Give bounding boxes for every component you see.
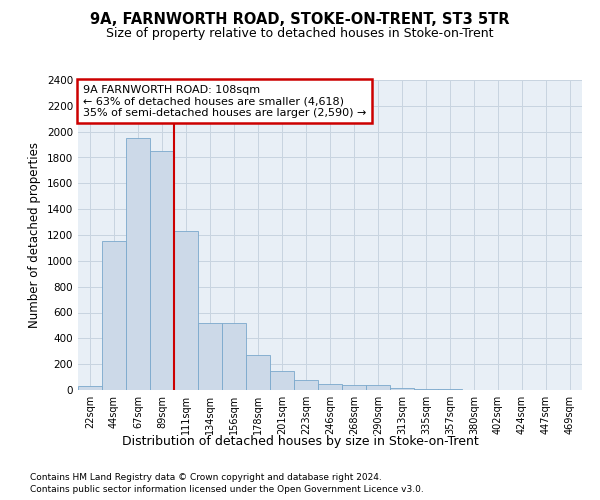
Bar xyxy=(342,385,366,390)
Text: 9A FARNWORTH ROAD: 108sqm
← 63% of detached houses are smaller (4,618)
35% of se: 9A FARNWORTH ROAD: 108sqm ← 63% of detac… xyxy=(83,84,367,118)
Bar xyxy=(414,388,438,390)
Bar xyxy=(246,355,270,390)
Bar xyxy=(222,323,246,390)
Bar xyxy=(270,370,294,390)
Bar xyxy=(174,231,198,390)
Bar xyxy=(78,386,102,390)
Bar xyxy=(102,242,126,390)
Bar xyxy=(366,386,390,390)
Text: Distribution of detached houses by size in Stoke-on-Trent: Distribution of detached houses by size … xyxy=(122,435,478,448)
Bar xyxy=(318,384,342,390)
Bar xyxy=(198,323,222,390)
Text: Contains public sector information licensed under the Open Government Licence v3: Contains public sector information licen… xyxy=(30,485,424,494)
Bar xyxy=(390,388,414,390)
Text: Size of property relative to detached houses in Stoke-on-Trent: Size of property relative to detached ho… xyxy=(106,28,494,40)
Bar xyxy=(126,138,150,390)
Text: 9A, FARNWORTH ROAD, STOKE-ON-TRENT, ST3 5TR: 9A, FARNWORTH ROAD, STOKE-ON-TRENT, ST3 … xyxy=(90,12,510,28)
Y-axis label: Number of detached properties: Number of detached properties xyxy=(28,142,41,328)
Bar xyxy=(294,380,318,390)
Bar xyxy=(150,151,174,390)
Text: Contains HM Land Registry data © Crown copyright and database right 2024.: Contains HM Land Registry data © Crown c… xyxy=(30,472,382,482)
